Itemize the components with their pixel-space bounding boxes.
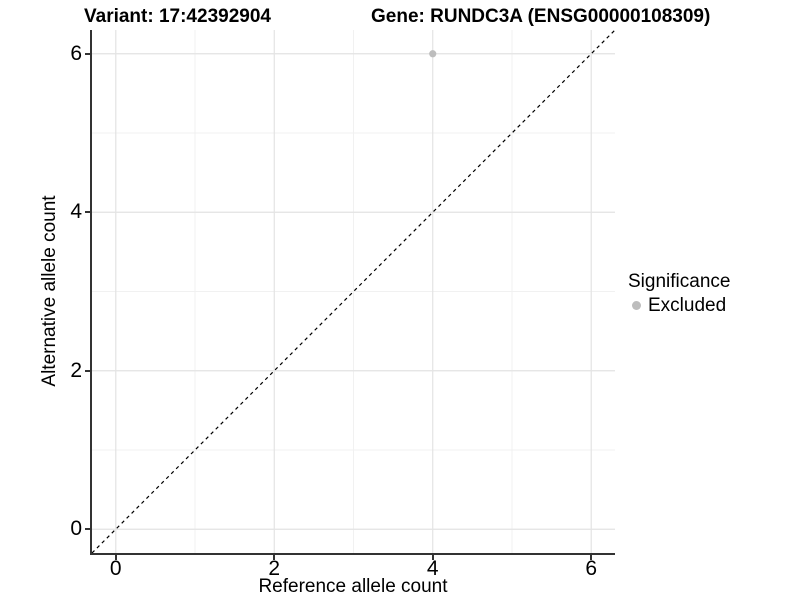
y-tick-label: 2 xyxy=(70,358,82,382)
identity-reference-line xyxy=(92,30,615,553)
x-tick-label: 2 xyxy=(268,557,281,580)
x-tick-mark xyxy=(114,555,117,560)
legend-item-label: Excluded xyxy=(648,295,727,316)
y-tick-mark xyxy=(85,369,90,372)
x-tick-label: 0 xyxy=(109,557,122,580)
x-tick-label: 4 xyxy=(426,557,439,580)
y-tick-label: 4 xyxy=(70,200,82,224)
y-tick-mark xyxy=(85,52,90,55)
legend-item-excluded: Excluded xyxy=(632,295,798,316)
legend-point-icon xyxy=(632,301,641,310)
plot-canvas xyxy=(92,30,615,553)
y-tick-label: 6 xyxy=(70,41,82,65)
y-tick-mark xyxy=(85,211,90,214)
y-tick-label: 0 xyxy=(70,517,82,541)
data-point xyxy=(429,50,437,58)
x-tick-label: 6 xyxy=(585,557,598,580)
legend: Significance Excluded xyxy=(628,271,798,316)
x-tick-mark xyxy=(590,555,593,560)
x-tick-mark xyxy=(273,555,276,560)
y-axis-title: Alternative allele count xyxy=(39,195,60,387)
plot-panel xyxy=(90,30,615,555)
y-tick-mark xyxy=(85,528,90,531)
x-axis-title: Reference allele count xyxy=(258,576,448,597)
plot-title-gene: Gene: RUNDC3A (ENSG00000108309) xyxy=(371,6,711,27)
x-tick-mark xyxy=(431,555,434,560)
plot-title-variant: Variant: 17:42392904 xyxy=(84,6,271,27)
legend-title: Significance xyxy=(628,271,731,292)
